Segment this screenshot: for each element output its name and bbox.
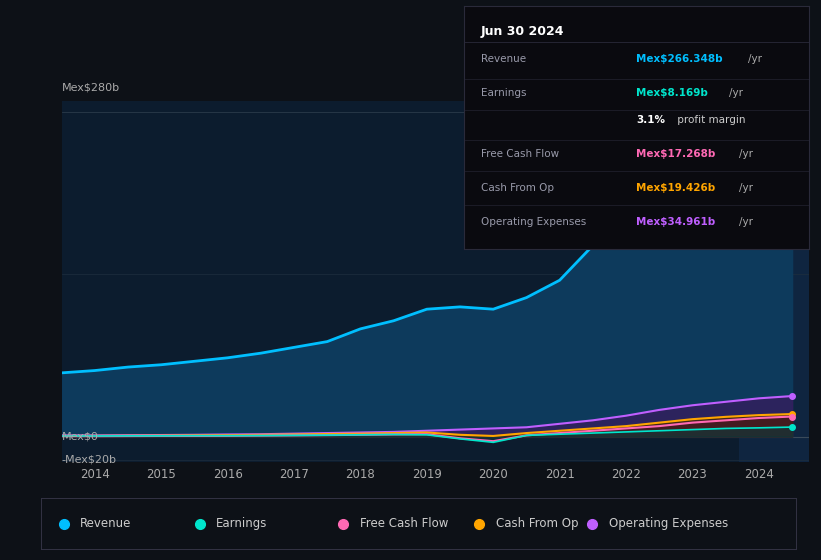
Text: -Mex$20b: -Mex$20b: [62, 455, 117, 465]
Text: Earnings: Earnings: [481, 88, 526, 99]
Text: Mex$266.348b: Mex$266.348b: [636, 54, 723, 64]
Bar: [739, 101, 809, 462]
Text: /yr: /yr: [739, 217, 753, 227]
Text: Revenue: Revenue: [481, 54, 526, 64]
Text: Mex$8.169b: Mex$8.169b: [636, 88, 709, 99]
Text: Cash From Op: Cash From Op: [481, 183, 554, 193]
Text: /yr: /yr: [729, 88, 743, 99]
Text: /yr: /yr: [739, 149, 753, 159]
Text: Mex$280b: Mex$280b: [62, 82, 120, 92]
Text: Mex$0: Mex$0: [62, 432, 99, 441]
Text: 3.1%: 3.1%: [636, 115, 665, 125]
Text: profit margin: profit margin: [673, 115, 745, 125]
Text: Free Cash Flow: Free Cash Flow: [481, 149, 559, 159]
Text: Mex$34.961b: Mex$34.961b: [636, 217, 716, 227]
Text: Revenue: Revenue: [80, 517, 131, 530]
Text: Earnings: Earnings: [216, 517, 268, 530]
Text: Free Cash Flow: Free Cash Flow: [360, 517, 448, 530]
Text: /yr: /yr: [739, 183, 753, 193]
Text: Mex$17.268b: Mex$17.268b: [636, 149, 716, 159]
Text: Jun 30 2024: Jun 30 2024: [481, 25, 565, 38]
Text: Mex$19.426b: Mex$19.426b: [636, 183, 716, 193]
Text: Cash From Op: Cash From Op: [496, 517, 578, 530]
Text: Operating Expenses: Operating Expenses: [609, 517, 728, 530]
Text: Operating Expenses: Operating Expenses: [481, 217, 586, 227]
Text: /yr: /yr: [748, 54, 762, 64]
